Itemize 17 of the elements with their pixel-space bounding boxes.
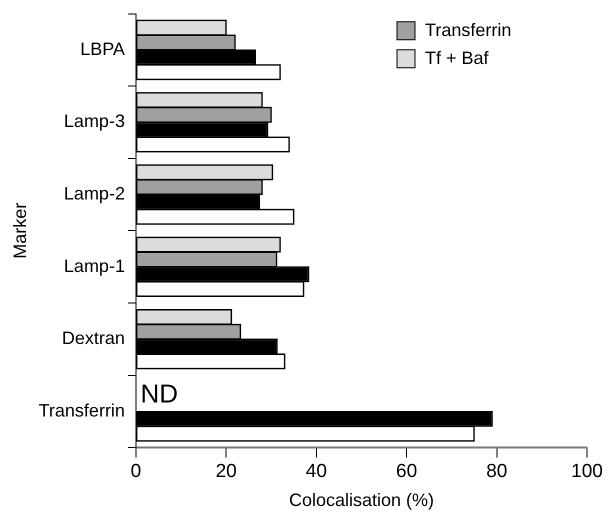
- y-tick-label: Lamp-1: [64, 256, 125, 276]
- y-tick-label: LBPA: [80, 38, 125, 59]
- y-tick-label: Dextran: [62, 328, 125, 348]
- legend-label: Tf + Baf: [425, 48, 490, 68]
- x-tick-label: 100: [571, 461, 603, 482]
- y-tick-label: Lamp-3: [64, 111, 125, 132]
- x-tick-label: 20: [216, 461, 237, 482]
- y-axis-title: Marker: [10, 202, 30, 259]
- x-tick-label: 40: [306, 461, 327, 482]
- x-tick-label: 0: [130, 461, 142, 482]
- x-axis-title: Colocalisation (%): [288, 490, 434, 510]
- x-tick-label: 80: [486, 461, 508, 482]
- y-tick-label: Transferrin: [38, 400, 125, 420]
- annotation: ND: [140, 378, 178, 409]
- y-tick-label: Lamp-2: [64, 184, 125, 204]
- legend-label: Transferrin: [425, 20, 512, 40]
- x-tick-label: 60: [396, 461, 418, 482]
